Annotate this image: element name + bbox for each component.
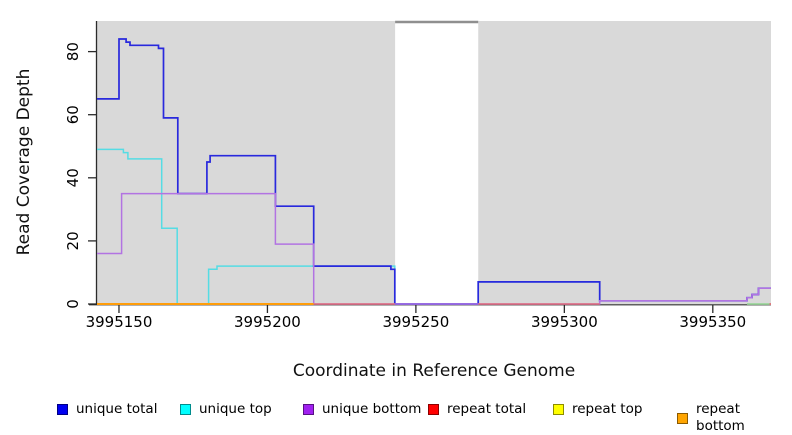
y-tick-label: 60 (64, 105, 82, 124)
y-tick-label: 20 (64, 231, 82, 250)
series-line-unique-bottom (97, 192, 771, 305)
x-tick-label: 3995150 (86, 313, 153, 331)
y-tick-label: 80 (64, 42, 82, 61)
x-tick-label: 3995300 (531, 313, 598, 331)
y-tick-label: 0 (64, 299, 82, 309)
x-tick-label: 3995200 (234, 313, 301, 331)
x-axis-title: Coordinate in Reference Genome (292, 361, 576, 381)
y-tick-label: 40 (64, 168, 82, 187)
x-tick-label: 3995350 (679, 313, 746, 331)
x-tick-label: 3995250 (382, 313, 449, 331)
y-axis-title: Read Coverage Depth (14, 68, 34, 256)
masked-region (395, 21, 479, 304)
